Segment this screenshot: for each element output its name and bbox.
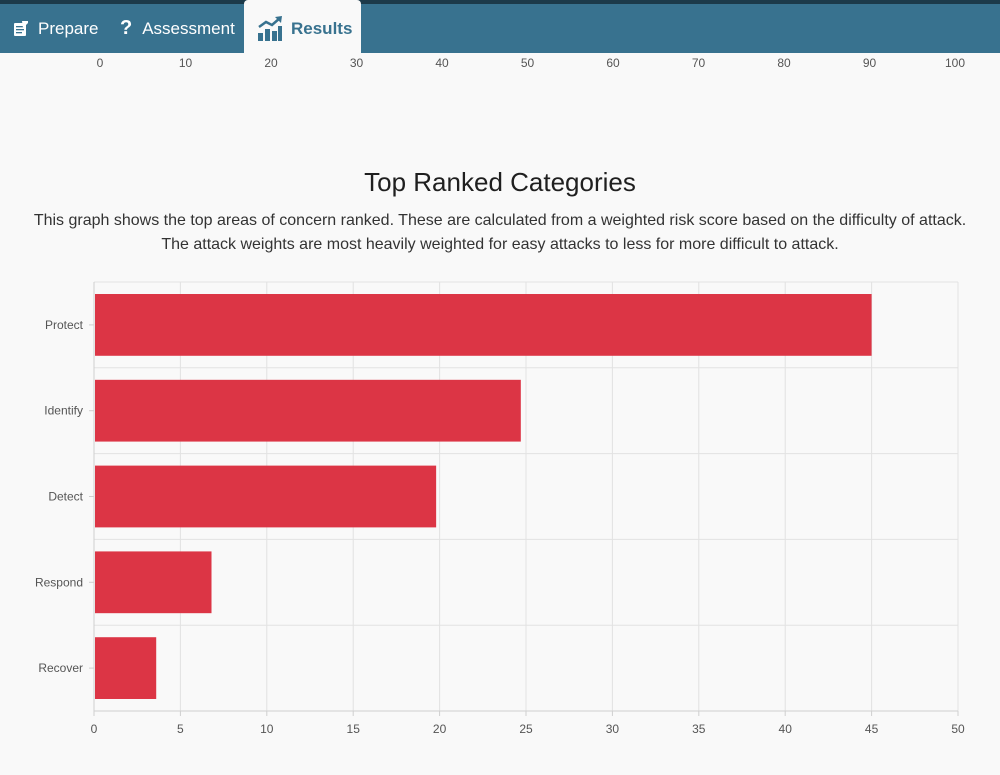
top-axis-tick: 20 (264, 56, 278, 70)
description-line-2: The attack weights are most heavily weig… (161, 236, 839, 253)
tab-assessment-label: Assessment (142, 18, 235, 38)
top-nav-bar: Prepare ? Assessment Results (0, 0, 1000, 57)
bar-detect (95, 465, 437, 528)
x-tick-label: 50 (951, 722, 965, 736)
tab-assessment[interactable]: ? Assessment (120, 4, 235, 53)
x-tick-label: 35 (692, 722, 706, 736)
x-tick-label: 30 (606, 722, 620, 736)
x-tick-label: 20 (433, 722, 447, 736)
top-axis-tick: 100 (944, 56, 966, 70)
x-tick-label: 40 (779, 722, 793, 736)
category-label: Detect (48, 490, 83, 504)
top-axis-tick: 90 (862, 56, 877, 70)
tab-prepare[interactable]: Prepare (12, 4, 98, 53)
bar-recover (95, 637, 157, 699)
x-tick-label: 45 (865, 722, 879, 736)
question-icon: ? (120, 17, 133, 39)
top-axis-tick: 70 (691, 56, 706, 70)
section-description: This graph shows the top areas of concer… (0, 209, 1000, 257)
bar-protect (95, 294, 872, 356)
x-tick-label: 25 (519, 722, 533, 736)
bar-identify (95, 379, 521, 442)
category-label: Protect (45, 318, 84, 332)
bar-respond (95, 551, 212, 614)
top-axis-tick: 30 (349, 56, 364, 70)
x-tick-label: 10 (260, 722, 274, 736)
tab-results-label: Results (291, 18, 353, 38)
top-axis-tick: 80 (777, 56, 791, 70)
top-ranked-categories-chart: 0 5 10 15 20 25 30 35 40 45 50 Protect Identify Detec… (35, 281, 965, 736)
category-label: Respond (35, 575, 83, 589)
section-title: Top Ranked Categories (364, 167, 636, 197)
top-axis-tick: 50 (520, 56, 535, 70)
category-label: Identify (44, 404, 83, 418)
notepad-icon (12, 20, 30, 38)
tab-results[interactable]: Results (244, 0, 361, 57)
description-line-1: This graph shows the top areas of concer… (33, 212, 967, 229)
top-axis-tick: 10 (178, 56, 193, 70)
tab-prepare-label: Prepare (38, 18, 99, 38)
category-label: Recover (38, 661, 83, 675)
x-tick-label: 15 (347, 722, 361, 736)
top-axis-tick: 60 (606, 56, 620, 70)
previous-chart-axis: 0 10 20 30 40 50 60 70 80 90 100 (0, 54, 1000, 72)
top-axis-tick: 0 (96, 56, 104, 70)
top-axis-tick: 40 (435, 56, 449, 70)
x-tick-label: 5 (177, 722, 184, 736)
x-tick-label: 0 (91, 722, 98, 736)
bar-chart-trend-icon (257, 15, 283, 42)
